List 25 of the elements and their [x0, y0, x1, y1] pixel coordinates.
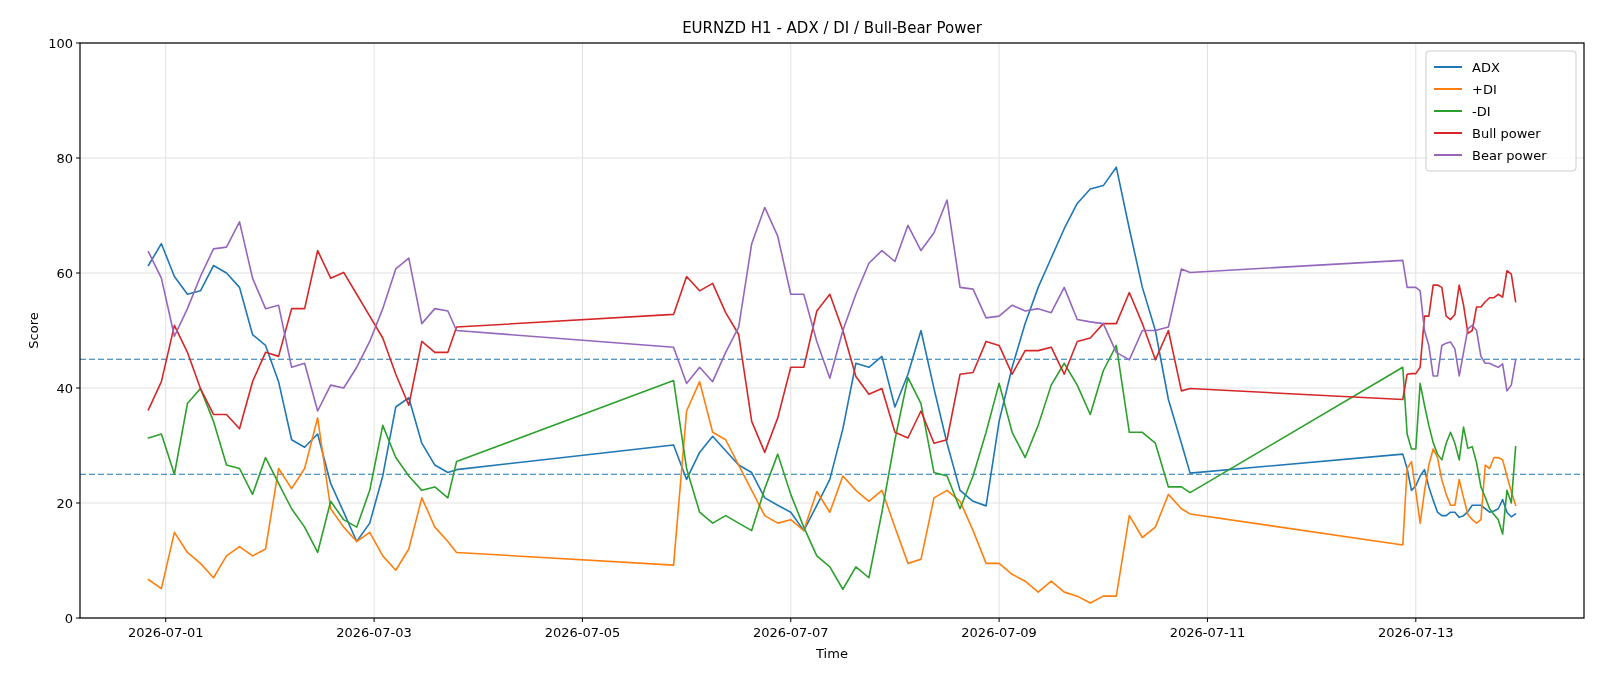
line-series — [147, 344, 1517, 591]
legend-label: -DI — [1472, 104, 1491, 119]
x-tick-label: 2026-07-07 — [752, 625, 829, 640]
y-tick-label: 20 — [56, 495, 73, 511]
line-series — [147, 380, 1517, 604]
y-tick-label: 80 — [56, 150, 73, 166]
x-tick-label: 2026-07-09 — [961, 625, 1037, 640]
legend-label: ADX — [1472, 60, 1500, 75]
line-series — [147, 199, 1517, 412]
x-tick-label: 2026-07-03 — [336, 625, 412, 640]
x-tick-label: 2026-07-13 — [1378, 625, 1454, 640]
y-tick-label: 100 — [48, 35, 73, 51]
legend-label: Bull power — [1472, 126, 1542, 141]
legend-label: Bear power — [1472, 148, 1548, 163]
y-axis-title: Score — [26, 312, 41, 349]
legend-label: +DI — [1472, 82, 1497, 97]
x-axis-title: Time — [815, 646, 848, 661]
x-tick-label: 2026-07-01 — [127, 625, 204, 640]
y-tick-label: 0 — [64, 610, 73, 626]
x-tick-label: 2026-07-11 — [1169, 625, 1246, 640]
y-tick-label: 40 — [56, 380, 73, 396]
chart-title: EURNZD H1 - ADX / DI / Bull-Bear Power — [682, 19, 983, 37]
line-series — [147, 249, 1517, 454]
x-tick-label: 2026-07-05 — [544, 625, 621, 640]
y-tick-label: 60 — [56, 265, 73, 281]
